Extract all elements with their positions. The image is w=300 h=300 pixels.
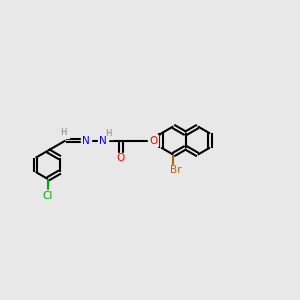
Bar xyxy=(168,165,184,175)
Text: N: N xyxy=(82,136,90,146)
Text: Cl: Cl xyxy=(43,191,53,201)
Bar xyxy=(116,153,126,163)
Text: H: H xyxy=(105,129,111,138)
Bar xyxy=(81,135,91,146)
Bar xyxy=(98,135,108,146)
Text: H: H xyxy=(61,128,67,137)
Bar xyxy=(40,190,56,201)
Bar xyxy=(103,128,113,139)
Bar xyxy=(148,135,158,146)
Bar xyxy=(59,127,69,138)
Text: Br: Br xyxy=(170,165,182,175)
Text: N: N xyxy=(100,136,107,146)
Text: O: O xyxy=(149,136,158,146)
Text: O: O xyxy=(117,153,125,163)
